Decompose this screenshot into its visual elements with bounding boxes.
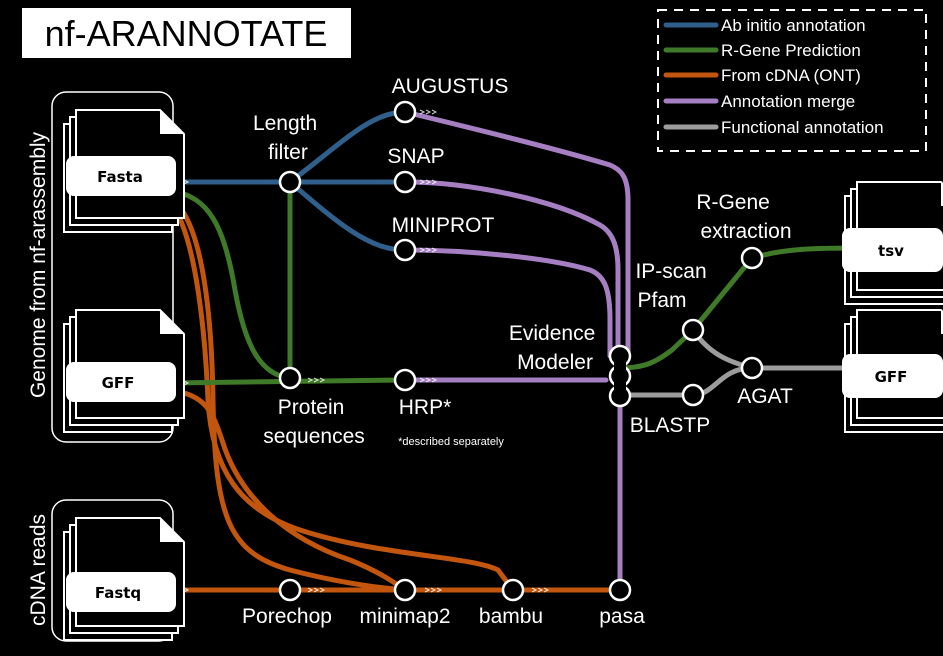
genome-input-group	[51, 91, 174, 443]
doc-fastq-label: Fastq	[95, 584, 141, 602]
label-rgene-extraction-l1: R-Gene	[696, 191, 770, 214]
edge-fasta-minimap2	[167, 195, 408, 593]
doc-fastq: Fastq	[63, 517, 185, 641]
label-augustus: AUGUSTUS	[392, 75, 509, 98]
genome-side-label: Genome from nf-arassembly	[27, 131, 50, 398]
title-background	[22, 8, 351, 58]
label-evidence-modeler: Evidence Modeler	[509, 322, 601, 374]
node-protein-sequences	[278, 366, 302, 390]
label-ipscan-pfam-l2: Pfam	[637, 289, 686, 312]
label-porechop: Porechop	[242, 605, 332, 628]
doc-gff-output: GFF	[842, 309, 943, 433]
node-rgene-extraction	[740, 246, 764, 270]
doc-gff-input: GFF	[63, 309, 185, 433]
doc-fasta-label-box	[66, 156, 176, 196]
edge-snap-em	[402, 179, 621, 359]
label-evidence-modeler-l1: Evidence	[509, 322, 595, 345]
legend-label-functional: Functional annotation	[721, 118, 884, 137]
label-length-filter: Length filter	[253, 112, 323, 164]
edge-miniprot-em	[402, 247, 613, 359]
doc-fasta-label: Fasta	[97, 168, 143, 186]
title-box: nf-ARANNOTATE	[22, 8, 351, 58]
node-porechop	[278, 578, 302, 602]
edge-augustus-em	[402, 109, 631, 359]
node-evidence-modeler-fill	[614, 358, 626, 394]
label-ipscan-pfam: IP-scan Pfam	[635, 260, 712, 312]
legend: Ab initio annotation R-Gene Prediction F…	[657, 9, 927, 152]
node-pasa	[608, 578, 632, 602]
label-evidence-modeler-l2: Modeler	[517, 351, 593, 374]
label-hrp: HRP*	[399, 396, 452, 419]
label-rgene-extraction: R-Gene extraction	[696, 191, 791, 243]
node-length-filter	[278, 170, 302, 194]
doc-gff-input-label: GFF	[102, 374, 135, 392]
doc-gff-input-label-box	[66, 362, 176, 402]
node-miniprot	[393, 238, 417, 262]
node-ipscan-pfam	[681, 318, 705, 342]
legend-label-cdna: From cDNA (ONT)	[721, 66, 861, 85]
legend-label-rgene: R-Gene Prediction	[721, 41, 861, 60]
label-hrp-note: *described separately	[398, 436, 504, 448]
edge-gff-minimap2	[167, 387, 408, 593]
doc-gff-output-label-box	[842, 354, 943, 398]
label-length-filter-l2: filter	[268, 141, 308, 164]
doc-gff-output-label: GFF	[875, 368, 908, 386]
label-blastp: BLASTP	[630, 414, 711, 437]
label-snap: SNAP	[387, 145, 444, 168]
node-snap	[393, 170, 417, 194]
edge-filter-augustus	[287, 109, 408, 185]
node-bambu	[501, 578, 525, 602]
label-protein-sequences: Protein sequences	[263, 396, 365, 448]
node-agat	[740, 356, 764, 380]
doc-tsv-label: tsv	[878, 242, 904, 260]
legend-border	[657, 9, 927, 152]
label-protein-sequences-l2: sequences	[263, 425, 365, 448]
edge-fasta-protein	[167, 188, 293, 381]
edge-filter-miniprot	[287, 179, 408, 253]
label-agat: AGAT	[737, 385, 793, 408]
node-hrp	[393, 368, 417, 392]
legend-label-ab-initio: Ab initio annotation	[721, 16, 866, 35]
label-minimap2: minimap2	[359, 605, 450, 628]
legend-label-merge: Annotation merge	[721, 92, 855, 111]
doc-tsv-label-box	[842, 228, 943, 272]
node-minimap2	[393, 578, 417, 602]
label-length-filter-l1: Length	[253, 112, 317, 135]
edges	[167, 109, 865, 593]
doc-fasta: Fasta	[63, 109, 185, 233]
node-blastp	[681, 383, 705, 407]
label-protein-sequences-l1: Protein	[278, 396, 345, 419]
cdna-side-label: cDNA reads	[27, 514, 50, 626]
label-miniprot: MINIPROT	[392, 214, 495, 237]
label-pasa: pasa	[599, 605, 645, 628]
page-title: nf-ARANNOTATE	[45, 13, 328, 54]
doc-tsv: tsv	[842, 181, 943, 305]
doc-fastq-label-box	[66, 572, 176, 612]
node-evidence-modeler	[608, 344, 632, 408]
node-augustus	[393, 100, 417, 124]
label-rgene-extraction-l2: extraction	[700, 220, 791, 243]
label-ipscan-pfam-l1: IP-scan	[635, 260, 706, 283]
edge-fasta-bambu	[167, 200, 516, 593]
label-bambu: bambu	[479, 605, 543, 628]
